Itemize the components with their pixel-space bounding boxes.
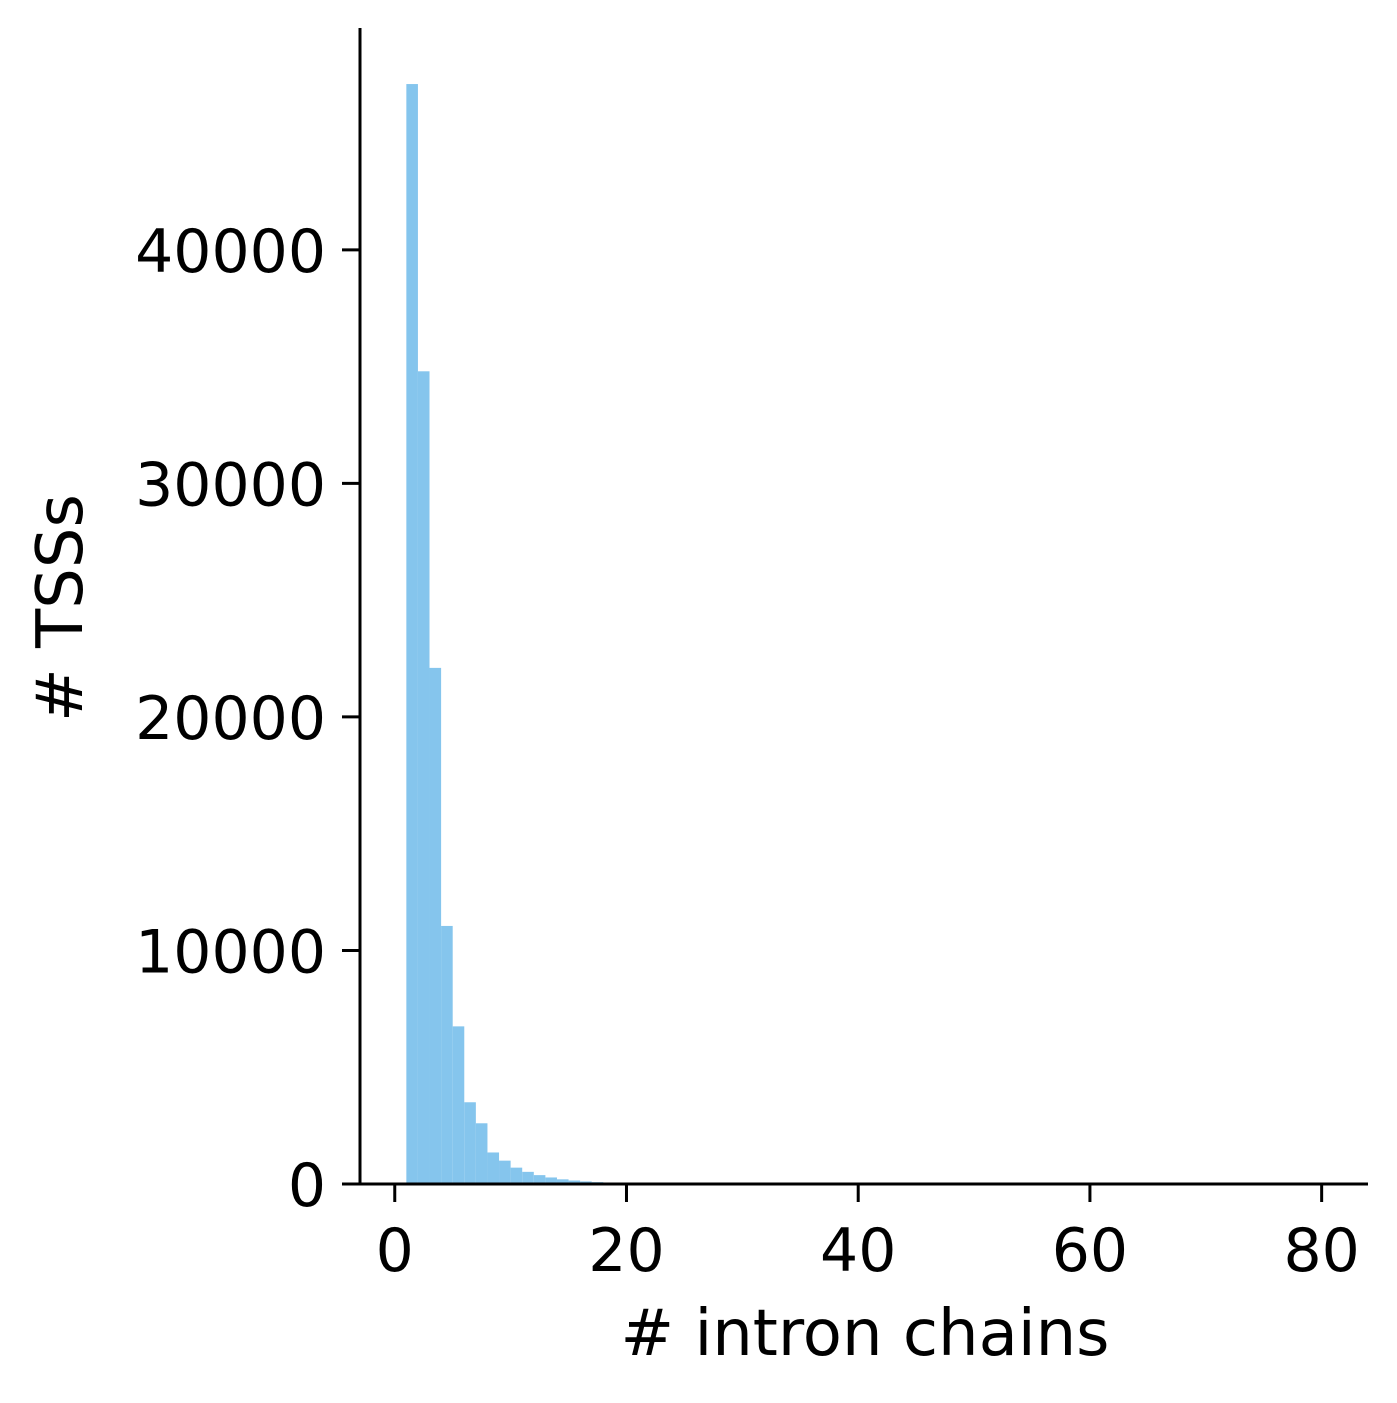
histogram-bar-8 <box>499 1161 511 1184</box>
y-axis-label: # TSSs <box>24 494 98 722</box>
y-tick-label-1: 10000 <box>135 917 326 987</box>
histogram-bar-1 <box>418 371 430 1184</box>
histogram-bar-10 <box>522 1172 534 1184</box>
histogram-bar-6 <box>476 1123 488 1184</box>
x-tick-label-1: 20 <box>588 1216 664 1286</box>
x-tick-label-3: 60 <box>1052 1216 1128 1286</box>
histogram-bar-9 <box>511 1168 523 1184</box>
bars-group <box>406 84 742 1184</box>
histogram-bar-2 <box>430 668 442 1184</box>
histogram-bar-0 <box>406 84 418 1184</box>
histogram-bar-5 <box>464 1102 476 1184</box>
x-tick-label-0: 0 <box>376 1216 414 1286</box>
y-tick-label-2: 20000 <box>135 684 326 754</box>
histogram-bar-3 <box>441 926 453 1184</box>
axes-group <box>359 28 1369 1186</box>
y-tick-label-4: 40000 <box>135 217 326 287</box>
histogram-bar-7 <box>487 1152 499 1184</box>
x-axis-label: # intron chains <box>620 1297 1109 1371</box>
y-tick-label-0: 0 <box>288 1151 326 1221</box>
y-tick-label-3: 30000 <box>135 450 326 520</box>
x-tick-label-4: 80 <box>1283 1216 1359 1286</box>
x-tick-label-2: 40 <box>820 1216 896 1286</box>
histogram-bar-4 <box>453 1026 465 1184</box>
ticks-group: 0 20 40 60 80 0 10000 20000 30000 40000 <box>135 217 1360 1286</box>
